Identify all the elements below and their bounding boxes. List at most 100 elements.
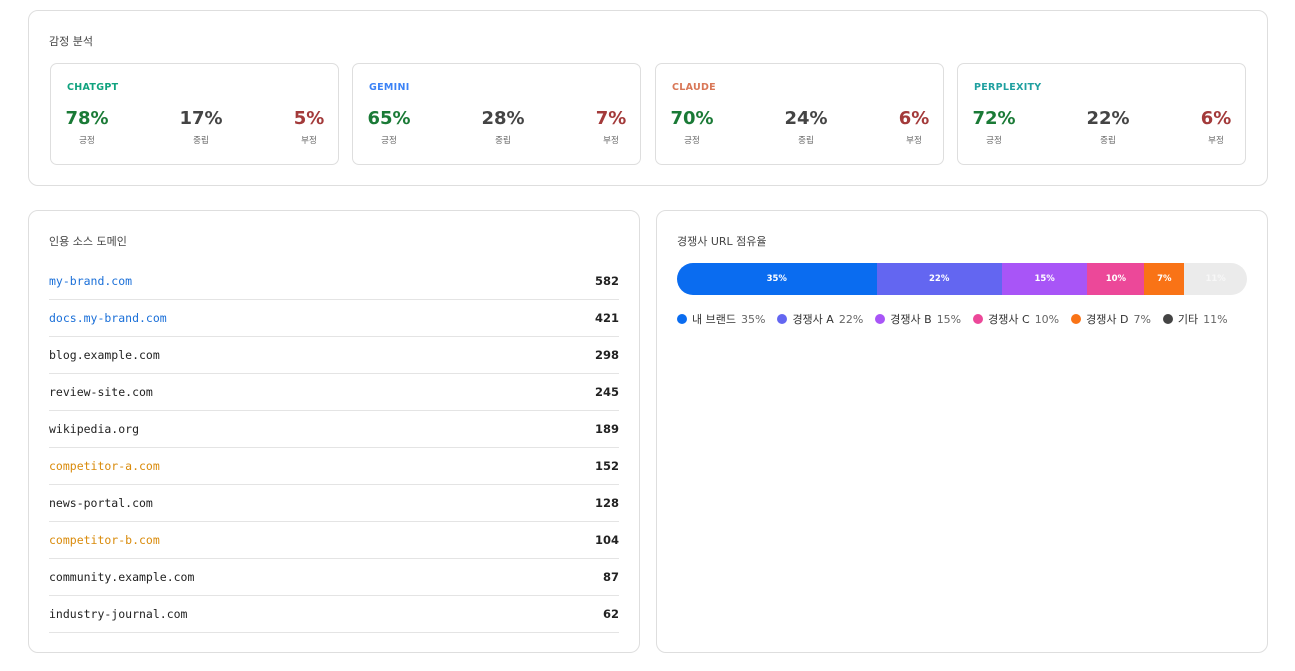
- stat-value: 5%: [293, 108, 325, 129]
- domain-row: community.example.com 87: [49, 559, 619, 596]
- legend-item: 경쟁사 C 10%: [973, 311, 1059, 327]
- legend-name: 경쟁사 D: [1086, 313, 1129, 326]
- domain-count: 104: [594, 533, 619, 547]
- legend-value: 35%: [740, 312, 766, 326]
- domain-count: 128: [594, 496, 619, 510]
- legend-value: 11%: [1203, 312, 1228, 326]
- domain-row: news-portal.com 128: [49, 485, 619, 522]
- stat-label: 부정: [603, 136, 619, 146]
- domain-name: review-site.com: [49, 385, 153, 399]
- model-name: PERPLEXITY: [974, 82, 1042, 93]
- stat-value: 17%: [179, 108, 223, 129]
- legend-name: 경쟁사 C: [988, 313, 1030, 326]
- domain-count: 189: [594, 422, 619, 436]
- stat-value: 70%: [670, 108, 714, 129]
- share-bar: 35% 22% 15% 10% 7% 11%: [677, 263, 1247, 295]
- sentiment-stat: 28% 중립: [473, 108, 533, 146]
- stat-value: 24%: [784, 108, 828, 129]
- legend-value: 10%: [1034, 312, 1060, 326]
- legend-dot: [973, 314, 984, 324]
- legend-dot: [1071, 314, 1082, 324]
- sentiment-stat: 72% 긍정: [964, 108, 1024, 146]
- domain-name: community.example.com: [49, 570, 195, 584]
- domain-row: blog.example.com 298: [49, 337, 619, 374]
- bar-segment: 7%: [1144, 263, 1185, 295]
- legend-item: 경쟁사 A 22%: [777, 311, 863, 327]
- stat-value: 6%: [1200, 108, 1232, 129]
- domain-count: 152: [594, 459, 619, 473]
- legend-name: 기타: [1177, 313, 1199, 326]
- domain-name: wikipedia.org: [49, 422, 140, 436]
- stat-label: 부정: [301, 136, 317, 146]
- segment-label: 35%: [766, 274, 787, 284]
- stat-label: 긍정: [986, 136, 1002, 146]
- domain-row: wikipedia.org 189: [49, 411, 619, 448]
- panel-title: 감정 분석: [49, 35, 93, 48]
- domain-row: my-brand.com 582: [49, 263, 619, 300]
- stat-value: 6%: [898, 108, 930, 129]
- stat-label: 긍정: [381, 136, 397, 146]
- legend: 내 브랜드 35% 경쟁사 A 22% 경쟁사 B 15% 경쟁사 C 10% 경쟁사 D 7% 기…: [677, 311, 1228, 327]
- domain-count: 245: [594, 385, 619, 399]
- domain-name: my-brand.com: [49, 274, 133, 288]
- panel-title: 인용 소스 도메인: [49, 235, 127, 248]
- segment-label: 15%: [1034, 274, 1055, 284]
- domain-name: competitor-a.com: [49, 459, 160, 473]
- sentiment-card: CLAUDE 70% 긍정 24% 중립 6% 부정: [655, 63, 944, 165]
- bar-segment: 10%: [1087, 263, 1145, 295]
- stat-value: 78%: [65, 108, 109, 129]
- stat-label: 부정: [906, 136, 922, 146]
- stat-label: 부정: [1208, 136, 1224, 146]
- domain-name: competitor-b.com: [49, 533, 160, 547]
- domain-row: competitor-b.com 104: [49, 522, 619, 559]
- legend-item: 경쟁사 B 15%: [875, 311, 961, 327]
- legend-name: 경쟁사 A: [792, 313, 834, 326]
- sentiment-stat: 24% 중립: [776, 108, 836, 146]
- sentiment-stat: 6% 부정: [1186, 108, 1246, 146]
- legend-value: 7%: [1133, 312, 1151, 326]
- sentiment-panel: 감정 분석 CHATGPT 78% 긍정 17% 중립 5% 부정 GEMINI 65% 긍정 28…: [28, 10, 1268, 186]
- stat-value: 65%: [367, 108, 411, 129]
- sentiment-stat: 17% 중립: [171, 108, 231, 146]
- bar-segment: 22%: [876, 263, 1002, 295]
- stat-label: 긍정: [684, 136, 700, 146]
- stat-label: 중립: [1100, 136, 1116, 146]
- stat-label: 중립: [798, 136, 814, 146]
- sentiment-card: PERPLEXITY 72% 긍정 22% 중립 6% 부정: [957, 63, 1246, 165]
- domain-count: 582: [594, 274, 619, 288]
- stat-value: 72%: [972, 108, 1016, 129]
- sentiment-stat: 22% 중립: [1078, 108, 1138, 146]
- stat-value: 7%: [595, 108, 627, 129]
- domain-name: industry-journal.com: [49, 607, 188, 621]
- panel-title: 경쟁사 URL 점유율: [677, 235, 767, 248]
- stat-value: 28%: [481, 108, 525, 129]
- domain-name: news-portal.com: [49, 496, 153, 510]
- legend-dot: [1162, 314, 1173, 324]
- domain-count: 87: [602, 570, 619, 584]
- sentiment-stat: 6% 부정: [884, 108, 944, 146]
- domain-count: 421: [594, 311, 619, 325]
- segment-label: 7%: [1157, 274, 1172, 284]
- domain-row: competitor-a.com 152: [49, 448, 619, 485]
- domain-row: industry-journal.com 62: [49, 596, 619, 633]
- stat-value: 22%: [1086, 108, 1130, 129]
- legend-name: 경쟁사 B: [890, 313, 932, 326]
- bar-segment: 15%: [1001, 263, 1088, 295]
- sentiment-stat: 78% 긍정: [57, 108, 117, 146]
- segment-label: 10%: [1105, 274, 1127, 284]
- domain-name: blog.example.com: [49, 348, 160, 362]
- model-name: CLAUDE: [672, 82, 716, 93]
- bar-segment: 35%: [677, 263, 877, 295]
- sentiment-stat: 7% 부정: [581, 108, 641, 146]
- share-panel: 경쟁사 URL 점유율 35% 22% 15% 10% 7% 11% 내 브랜드 35% 경쟁사…: [656, 210, 1268, 653]
- stat-label: 긍정: [79, 136, 95, 146]
- legend-item: 내 브랜드 35%: [677, 311, 765, 327]
- sentiment-card: CHATGPT 78% 긍정 17% 중립 5% 부정: [50, 63, 339, 165]
- model-name: CHATGPT: [67, 82, 119, 93]
- legend-dot: [677, 314, 687, 324]
- domain-row: review-site.com 245: [49, 374, 619, 411]
- legend-item: 기타 11%: [1162, 311, 1228, 327]
- domain-count: 62: [602, 607, 619, 621]
- domain-name: docs.my-brand.com: [49, 311, 167, 325]
